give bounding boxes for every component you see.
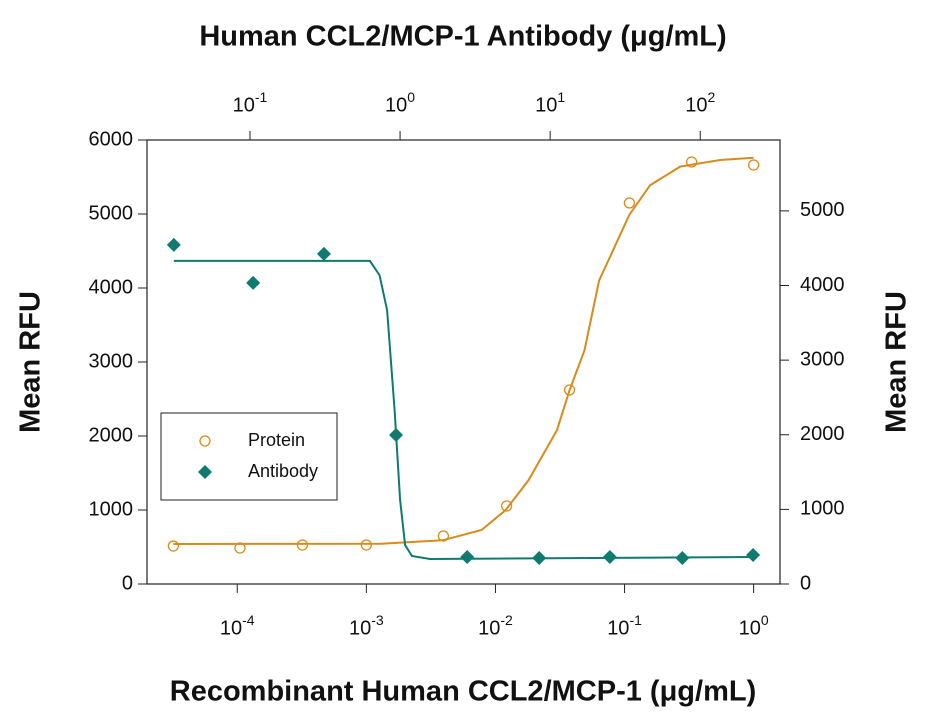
x-tick-label: 101 [535,89,565,117]
point [602,549,617,564]
y2-tick-label: 4000 [800,274,845,296]
y2-tick-label: 0 [800,572,811,594]
y-tick-label: 6000 [89,128,134,150]
point [234,542,246,554]
plot-frame [146,139,781,585]
y2-tick-label: 1000 [800,498,845,520]
y2-axis-title: Mean RFU [881,291,913,433]
point [500,500,513,512]
y-tick-label: 0 [122,572,133,594]
point [460,549,475,564]
point [747,159,760,171]
point [686,156,698,168]
x-tick-exponent: -3 [371,612,384,628]
x-tick-exponent: 0 [761,612,769,628]
y2-tick-label: 5000 [800,199,845,221]
point [623,197,636,209]
x-tick-exponent: -1 [255,89,268,105]
x-tick-label: 10-3 [349,612,384,640]
x-tick-exponent: 1 [557,89,565,105]
legend-marker [198,465,212,479]
point [246,275,261,290]
legend-label: Antibody [248,461,318,481]
y2-tick-label: 3000 [800,348,845,370]
y-tick-label: 4000 [89,276,134,298]
legend-marker [199,435,211,447]
point [167,540,180,552]
point [675,550,690,565]
x-axis-title: Recombinant Human CCL2/MCP-1 (μg/mL) [170,676,757,708]
x-tick-label: 102 [685,89,715,117]
y-tick-label: 1000 [89,498,134,520]
x-tick-exponent: 0 [407,89,415,105]
x-tick-exponent: -1 [629,612,642,628]
x-tick-exponent: -2 [500,612,513,628]
point [296,539,309,551]
x-tick-label: 10-2 [478,612,513,640]
x-tick-label: 100 [385,89,415,117]
y-tick-label: 5000 [89,202,134,224]
y-tick-label: 3000 [89,350,134,372]
fit-curve [173,259,754,561]
y-tick-label: 2000 [89,424,134,446]
point [316,246,331,261]
x-tick-exponent: 2 [707,89,715,105]
point [746,547,761,562]
point [437,530,450,542]
legend-box [160,412,338,501]
legend-label: Protein [248,430,305,450]
point [166,237,181,252]
y2-tick-label: 2000 [800,423,845,445]
y-axis-title: Mean RFU [15,291,47,433]
point [360,539,372,551]
x-tick-label: 100 [739,612,769,640]
x-tick-label: 10-4 [220,612,255,640]
x-tick-label: 10-1 [233,89,268,117]
point [389,427,404,442]
point [532,550,547,565]
x2-axis-title: Human CCL2/MCP-1 Antibody (μg/mL) [199,21,726,53]
point [563,384,576,396]
x-tick-exponent: -4 [242,612,255,628]
fit-curve [173,156,754,545]
x-tick-label: 10-1 [607,612,642,640]
